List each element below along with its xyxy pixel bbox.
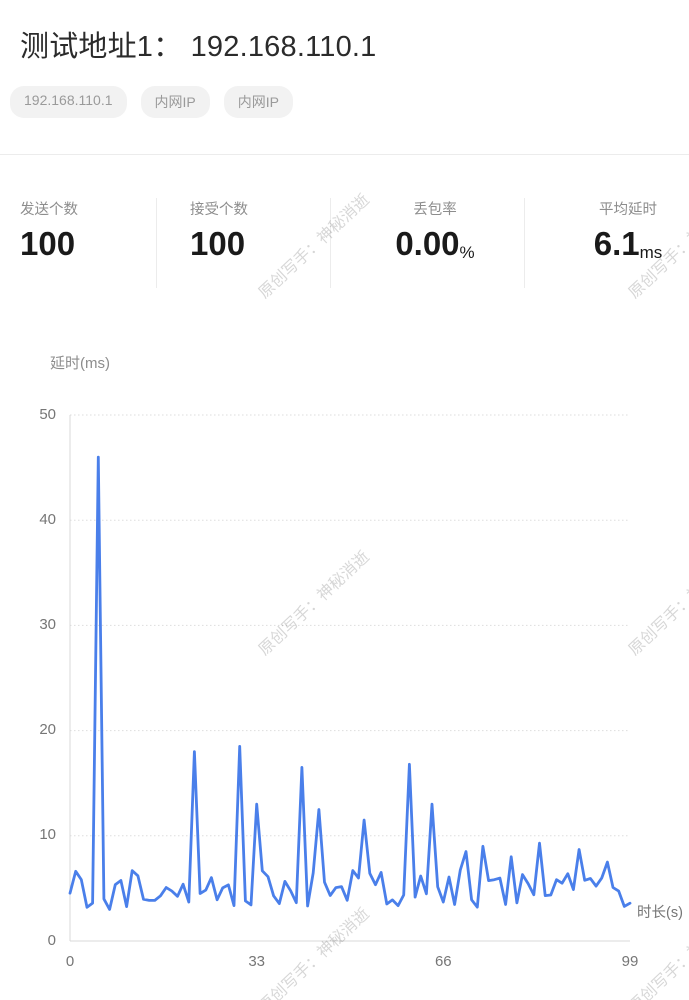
svg-text:时长(s): 时长(s) <box>637 904 683 921</box>
svg-text:0: 0 <box>66 953 74 970</box>
svg-text:20: 20 <box>39 721 56 738</box>
svg-text:33: 33 <box>248 953 265 970</box>
svg-text:99: 99 <box>622 953 639 970</box>
svg-text:10: 10 <box>39 826 56 843</box>
svg-text:30: 30 <box>39 616 56 633</box>
svg-text:0: 0 <box>48 932 56 949</box>
svg-text:50: 50 <box>39 406 56 423</box>
svg-text:40: 40 <box>39 511 56 528</box>
svg-text:66: 66 <box>435 953 452 970</box>
